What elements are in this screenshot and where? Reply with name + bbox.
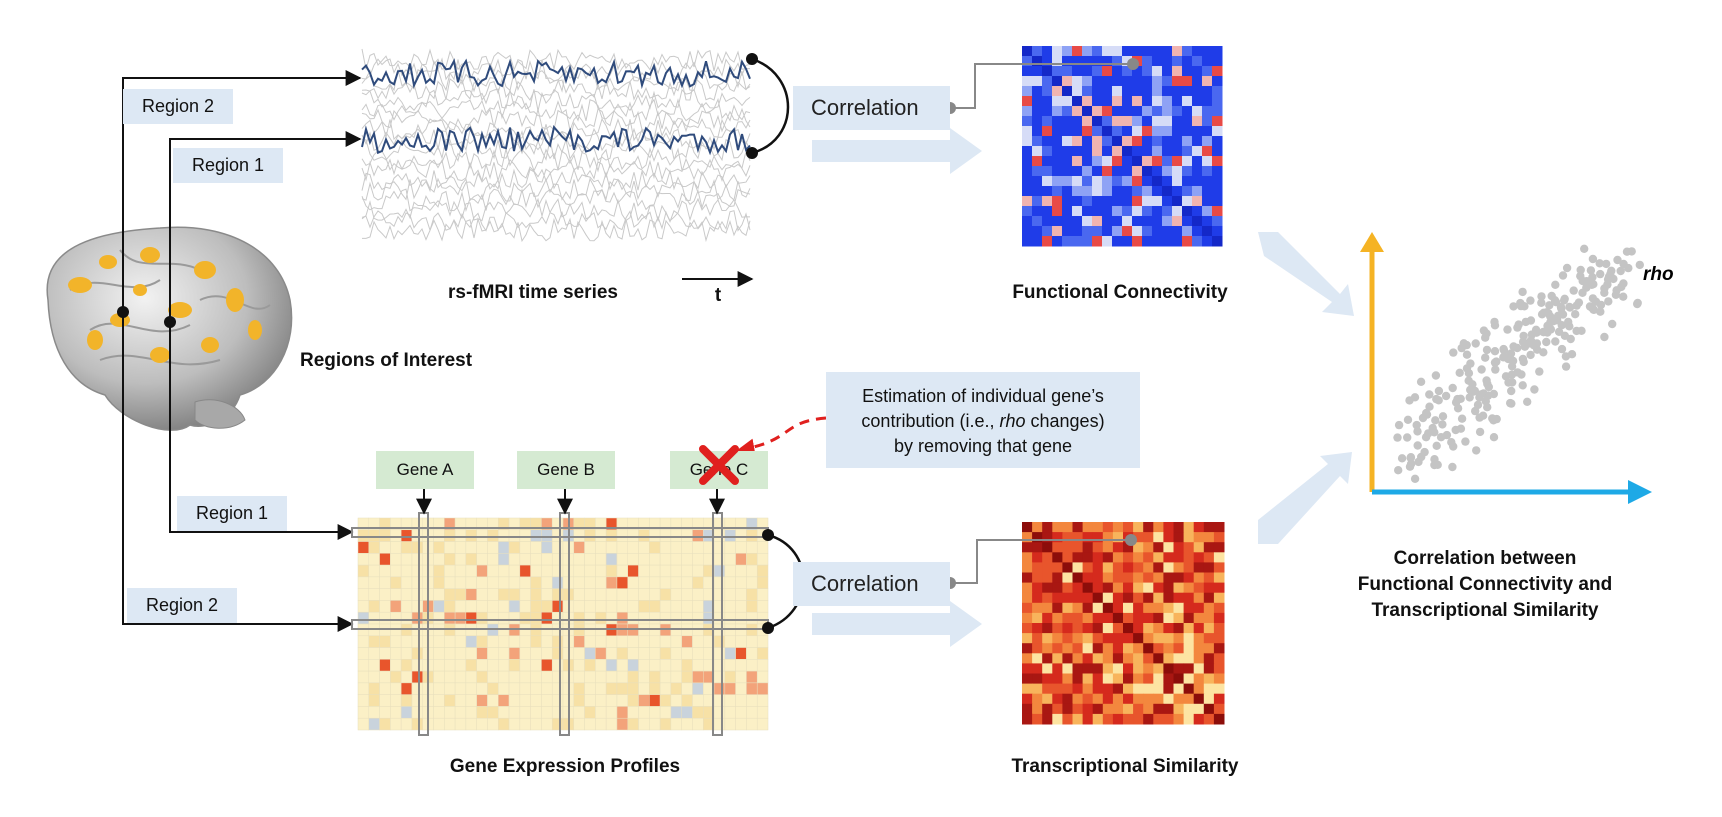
- scatter-plot: [1393, 244, 1645, 483]
- flow-arrows: [812, 128, 1354, 647]
- timeseries-line-1: [361, 58, 751, 90]
- timeseries-bracket: [751, 57, 790, 155]
- regions-of-interest-caption: Regions of Interest: [300, 350, 473, 371]
- callout-line-1: Estimation of individual gene’s: [862, 386, 1104, 406]
- result-caption: Correlation between Functional Connectiv…: [1357, 548, 1613, 621]
- functional-connectivity-caption: Functional Connectivity: [1012, 282, 1228, 303]
- roi-blobs: [68, 247, 262, 363]
- functional-connectivity-matrix: [1022, 46, 1223, 247]
- remove-x-icon: [699, 445, 739, 485]
- callout-line-3: by removing that gene: [893, 436, 1073, 456]
- gene-b-label: Gene B: [517, 451, 615, 489]
- gene-a-label: Gene A: [376, 451, 474, 489]
- correlation-box-top: Correlation: [793, 86, 950, 130]
- region-1-dot: [164, 316, 176, 328]
- timeseries-background: [361, 48, 751, 243]
- region-1-label-bottom: Region 1: [177, 496, 287, 531]
- region-1-label-top: Region 1: [173, 148, 283, 183]
- rho-label: rho: [1643, 264, 1674, 285]
- gene-contribution-callout: Estimation of individual gene’s contribu…: [826, 372, 1140, 468]
- region-connectors: [122, 70, 362, 632]
- timeseries-highlight: [361, 58, 751, 156]
- region-2-dot: [117, 306, 129, 318]
- gene-expression-heatmap: [357, 517, 769, 731]
- transcriptional-similarity-caption: Transcriptional Similarity: [1011, 756, 1239, 777]
- gene-expression-caption: Gene Expression Profiles: [449, 756, 681, 777]
- rs-fmri-caption: rs-fMRI time series: [447, 282, 618, 303]
- callout-line-2: contribution (i.e., rho changes): [861, 411, 1105, 431]
- region-2-label-top: Region 2: [123, 89, 233, 124]
- transcriptional-similarity-matrix: [1022, 522, 1225, 725]
- removal-arrow: [736, 416, 827, 457]
- correlation-pointers: [950, 63, 1133, 584]
- timeseries-line-2: [361, 125, 751, 156]
- region-2-label-bottom: Region 2: [127, 588, 237, 623]
- correlation-box-bottom: Correlation: [793, 562, 950, 606]
- time-axis-label: t: [714, 285, 722, 306]
